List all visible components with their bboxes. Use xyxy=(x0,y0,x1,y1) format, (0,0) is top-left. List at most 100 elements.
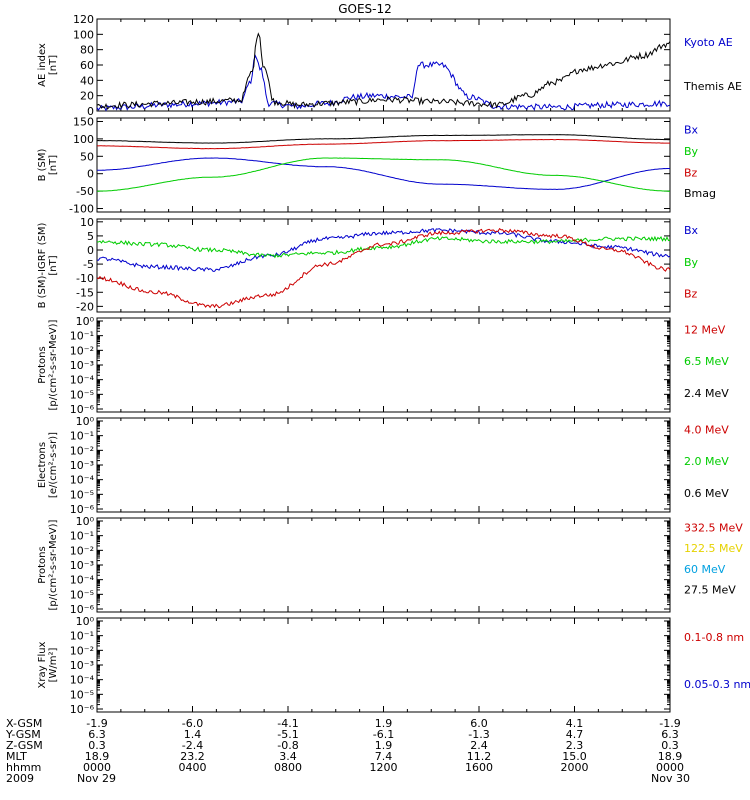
y-tick-label: 10⁻³ xyxy=(70,559,94,572)
x-tick-value: 0.3 xyxy=(88,739,106,752)
y-tick-label: 10⁻² xyxy=(70,644,94,657)
legend-bx: Bx xyxy=(684,224,699,237)
y-tick-label: -100 xyxy=(69,203,94,216)
y-axis-label-line: [p/(cm²-s-sr-MeV)] xyxy=(48,519,59,610)
x-tick-value: 2.3 xyxy=(566,739,584,752)
x-axis-table: X-GSMY-GSMZ-GSMMLThhmm2009-1.96.30.318.9… xyxy=(5,717,690,785)
x-tick-value: 23.2 xyxy=(180,750,205,763)
y-tick-label: 10⁻⁴ xyxy=(70,574,95,587)
y-tick-label: 10⁻³ xyxy=(70,659,94,672)
y-tick-label: 80 xyxy=(80,44,94,57)
y-tick-label: 60 xyxy=(80,59,94,72)
y-tick-label: 10⁻⁶ xyxy=(70,603,95,616)
legend-0-6-mev: 0.6 MeV xyxy=(684,487,729,500)
y-tick-label: 10⁻⁵ xyxy=(70,388,94,401)
panel-frame xyxy=(96,417,671,513)
panel-frame xyxy=(96,117,671,213)
x-row-label: 2009 xyxy=(6,772,34,785)
y-tick-label: 100 xyxy=(73,28,94,41)
y-axis-label-line: [p/(cm²-s-sr-MeV)] xyxy=(48,319,59,410)
x-tick-value: 1.9 xyxy=(375,739,393,752)
x-tick-value: -2.4 xyxy=(182,739,203,752)
y-axis-label-line: Electrons xyxy=(37,442,48,488)
y-tick-label: 10⁻⁶ xyxy=(70,703,95,716)
x-tick-value: -6.0 xyxy=(182,717,203,730)
x-tick-value: 1.9 xyxy=(375,717,393,730)
x-tick-value: -6.1 xyxy=(373,728,394,741)
y-tick-label: 10⁻¹ xyxy=(70,630,94,643)
y-tick-label: 10⁻⁵ xyxy=(70,588,94,601)
y-tick-label: -10 xyxy=(76,272,94,285)
series-line-bx xyxy=(96,157,671,191)
x-tick-value: 6.0 xyxy=(470,717,488,730)
y-tick-label: 0 xyxy=(87,105,94,118)
y-axis-label-line: B (SM) xyxy=(37,148,48,181)
y-tick-label: 40 xyxy=(80,74,94,87)
series-line-by xyxy=(96,235,671,259)
legend-0-1-0-8-nm: 0.1-0.8 nm xyxy=(684,631,744,644)
x-tick-value: 6.3 xyxy=(661,728,679,741)
series-line-themis-ae xyxy=(96,32,671,110)
legend-27-5-mev: 27.5 MeV xyxy=(684,583,736,596)
x-tick-value: 4.1 xyxy=(566,717,584,730)
y-axis-label: B (SM)-IGRF (SM)[nT] xyxy=(37,223,59,309)
x-tick-value: 15.0 xyxy=(562,750,587,763)
legend-by: By xyxy=(684,145,699,158)
series-line-bx xyxy=(96,228,671,272)
y-axis-label: B (SM)[nT] xyxy=(37,148,59,181)
legend-122-5-mev: 122.5 MeV xyxy=(684,542,743,555)
y-axis-label: Protons[p/(cm²-s-sr-MeV)] xyxy=(37,319,59,410)
panel-frame xyxy=(96,218,671,313)
y-axis-label-line: [nT] xyxy=(48,155,59,175)
y-tick-label: 0 xyxy=(87,168,94,181)
series-line-bmag xyxy=(96,134,671,144)
y-axis-label-line: Xray Flux xyxy=(37,641,48,688)
y-axis-label-line: [nT] xyxy=(48,255,59,275)
x-tick-value: 0000 xyxy=(656,761,684,774)
y-tick-label: 10⁰ xyxy=(76,415,95,428)
y-tick-label: 10 xyxy=(80,216,94,229)
legend-bmag: Bmag xyxy=(684,187,716,200)
x-tick-value: 18.9 xyxy=(85,750,110,763)
x-tick-value: 6.3 xyxy=(88,728,106,741)
y-tick-label: -20 xyxy=(76,300,94,313)
legend-bx: Bx xyxy=(684,123,699,136)
panel-frame xyxy=(96,517,671,613)
series-line-by xyxy=(96,157,670,192)
y-axis-label: AE index[nT] xyxy=(37,43,59,87)
y-tick-label: 150 xyxy=(73,115,94,128)
y-tick-label: -5 xyxy=(83,258,94,271)
panel-protons2: 10⁰ 10⁻¹10⁻² 10⁻³ 10⁻⁴10⁻⁵ 10⁻⁶ Protons[p/(cm… xyxy=(37,515,743,616)
legend-4-0-mev: 4.0 MeV xyxy=(684,423,729,436)
panel-xray: 10⁰ 10⁻¹10⁻² 10⁻³ 10⁻⁴10⁻⁵ 10⁻⁶ Xray Flux[W/m… xyxy=(37,615,750,716)
x-row-label: Z-GSM xyxy=(6,739,43,752)
x-tick-value: 0800 xyxy=(274,761,302,774)
legend-kyoto-ae: Kyoto AE xyxy=(684,36,733,49)
figure-title: GOES-12 xyxy=(338,2,392,16)
x-tick-value: 0.3 xyxy=(661,739,679,752)
panel-frame xyxy=(96,317,671,413)
x-tick-value: -1.9 xyxy=(659,717,680,730)
y-tick-label: 50 xyxy=(80,150,94,163)
legend-332-5-mev: 332.5 MeV xyxy=(684,521,743,534)
legend-bz: Bz xyxy=(684,287,698,300)
x-tick-value: 1200 xyxy=(370,761,398,774)
y-tick-label: 10⁰ xyxy=(76,615,95,628)
y-tick-label: 10⁻¹ xyxy=(70,330,94,343)
y-axis-label: Xray Flux[W/m²] xyxy=(37,641,59,688)
x-tick-value: -0.8 xyxy=(277,739,298,752)
y-tick-label: 10⁻² xyxy=(70,444,94,457)
x-tick-value: 4.7 xyxy=(566,728,584,741)
series-line-bz xyxy=(96,227,671,309)
x-tick-value: Nov 29 xyxy=(77,772,116,785)
x-tick-value: 1.4 xyxy=(184,728,202,741)
x-tick-value: 0000 xyxy=(83,761,111,774)
panel-ae: 0 20 40 60 80 100 120 AE index[nT] Kyoto AE Themi… xyxy=(37,13,742,118)
x-tick-value: -1.9 xyxy=(86,717,107,730)
x-tick-value: 18.9 xyxy=(658,750,683,763)
y-tick-label: 10⁻¹ xyxy=(70,530,94,543)
series-line-kyoto-ae xyxy=(96,54,671,112)
y-tick-label: 20 xyxy=(80,90,94,103)
